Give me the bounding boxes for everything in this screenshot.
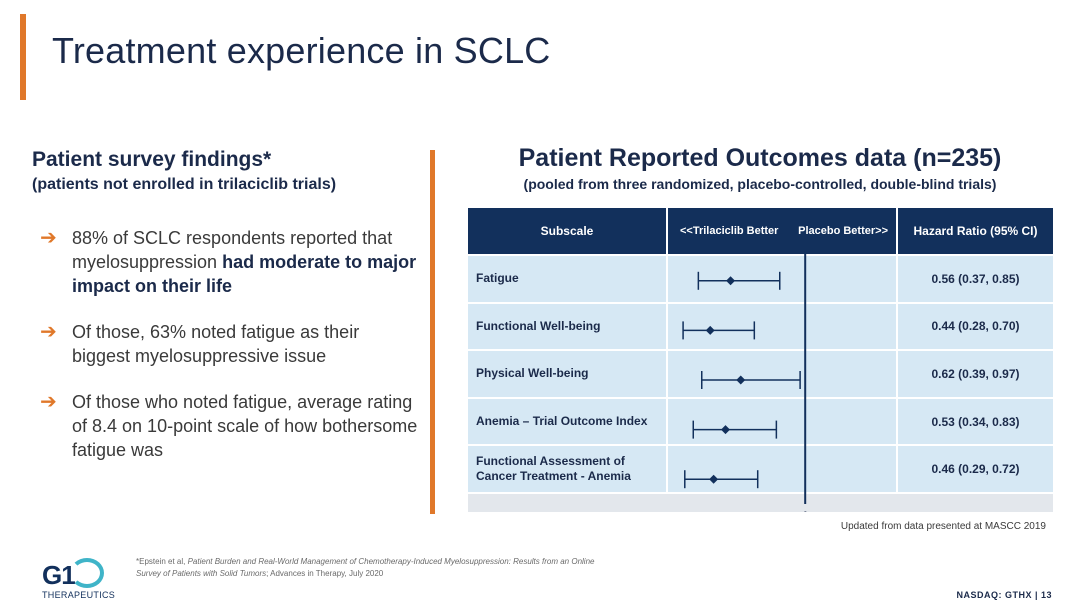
forest-plot-table: Subscale <<Trilaciclib Better Placebo Be…: [468, 208, 1053, 512]
updated-note: Updated from data presented at MASCC 201…: [840, 521, 1046, 532]
point-estimate-marker: [736, 375, 746, 385]
pro-subheading: (pooled from three randomized, placebo-c…: [523, 176, 997, 192]
section-divider: [430, 150, 435, 514]
table-row: Anemia – Trial Outcome Index 0.53 (0.34,…: [468, 396, 1053, 445]
survey-subheading: (patients not enrolled in trilaciclib tr…: [32, 176, 337, 193]
bullet-item: ➔ Of those, 63% noted fatigue as their b…: [40, 320, 420, 368]
row-plot-cell: [668, 303, 898, 350]
axis-tick-label: 1: [802, 509, 809, 512]
row-subscale: Fatigue: [468, 256, 668, 302]
row-subscale: Anemia – Trial Outcome Index: [468, 398, 668, 445]
table-header: Subscale <<Trilaciclib Better Placebo Be…: [468, 208, 1053, 254]
row-hazard-ratio: 0.62 (0.39, 0.97): [931, 366, 1020, 381]
forest-plot: 1: [682, 254, 809, 512]
header-hazard-ratio: Hazard Ratio (95% CI): [913, 224, 1038, 238]
ticker-page-number: NASDAQ: GTHX | 13: [956, 590, 1052, 600]
point-estimate-marker: [720, 425, 730, 435]
bullet-item: ➔ 88% of SCLC respondents reported that …: [40, 226, 420, 298]
header-subscale: Subscale: [468, 208, 668, 254]
row-hazard-ratio: 0.44 (0.28, 0.70): [931, 319, 1020, 334]
row-subscale: Functional Assessment of Cancer Treatmen…: [468, 446, 668, 492]
row-plot-cell: [668, 446, 898, 492]
row-subscale: Physical Well-being: [468, 351, 668, 397]
header-trilaciclib-better: <<Trilaciclib Better: [680, 225, 779, 237]
bullet-item: ➔ Of those who noted fatigue, average ra…: [40, 390, 420, 462]
footnote: *Epstein et al, Patient Burden and Real-…: [136, 557, 595, 578]
slide-title: Treatment experience in SCLC: [52, 30, 551, 71]
point-estimate-marker: [709, 474, 719, 484]
row-plot-cell: [668, 398, 898, 445]
table-row: Functional Assessment of Cancer Treatmen…: [468, 444, 1053, 492]
pro-heading: Patient Reported Outcomes data (n=235): [518, 144, 1002, 172]
table-axis-row: [468, 491, 1053, 512]
company-logo: G1 THERAPEUTICS: [42, 556, 122, 604]
header-direction: <<Trilaciclib Better Placebo Better>>: [668, 208, 898, 254]
survey-bullets: ➔ 88% of SCLC respondents reported that …: [40, 226, 420, 484]
bullet-text: Of those, 63% noted fatigue as their big…: [72, 322, 360, 366]
table-row: Fatigue 0.56 (0.37, 0.85): [468, 254, 1053, 302]
arrow-icon: ➔: [40, 227, 57, 249]
row-hazard-ratio: 0.53 (0.34, 0.83): [931, 414, 1020, 429]
row-hazard-ratio: 0.46 (0.29, 0.72): [931, 462, 1020, 477]
bullet-text: Of those who noted fatigue, average rati…: [72, 392, 418, 460]
title-accent-bar: [20, 14, 26, 100]
row-subscale: Functional Well-being: [468, 303, 668, 350]
table-row: Physical Well-being 0.62 (0.39, 0.97): [468, 349, 1053, 397]
bullet-text: 88% of SCLC respondents reported that my…: [72, 228, 417, 296]
row-hazard-ratio: 0.56 (0.37, 0.85): [931, 271, 1020, 286]
row-plot-cell: [668, 256, 898, 302]
logo-ring-icon: [70, 558, 104, 588]
arrow-icon: ➔: [40, 391, 57, 413]
survey-heading: Patient survey findings*: [32, 148, 272, 171]
logo-text: THERAPEUTICS: [42, 590, 116, 600]
arrow-icon: ➔: [40, 321, 57, 343]
header-placebo-better: Placebo Better>>: [798, 225, 888, 237]
table-row: Functional Well-being 0.44 (0.28, 0.70): [468, 301, 1053, 350]
row-plot-cell: [668, 351, 898, 397]
point-estimate-marker: [726, 276, 736, 286]
point-estimate-marker: [705, 325, 715, 335]
